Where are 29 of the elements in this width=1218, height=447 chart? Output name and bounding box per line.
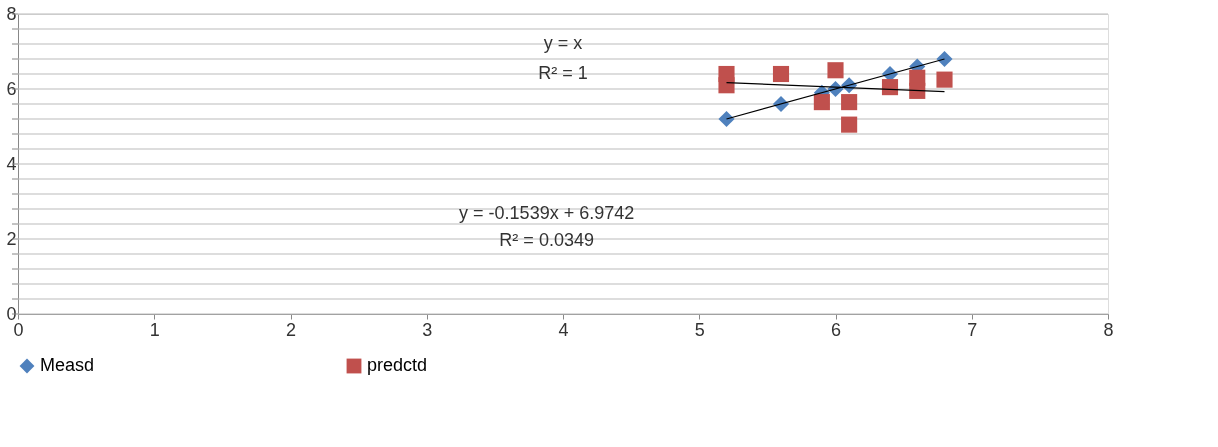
x-tick-label: 7 [967,319,978,340]
y-tick-label: 0 [6,303,17,324]
x-tick-label: 3 [422,319,433,340]
point [936,71,953,88]
point [936,50,953,68]
x-tick-label: 8 [1103,319,1114,340]
x-tick-label: 1 [149,319,160,340]
y-tick-label: 4 [6,153,17,174]
x-tick-label: 5 [694,319,705,340]
annotation: R² = 1 [538,63,588,83]
y-tick-label: 8 [6,3,17,24]
legend-label: predctd [367,355,428,375]
point [841,116,858,133]
y-tick-label: 6 [6,78,17,99]
annotation: y = -0.1539x + 6.9742 [459,202,635,223]
x-tick-label: 4 [558,319,569,340]
x-tick-label: 2 [285,319,297,340]
annotation: y = x [543,33,583,53]
point [909,82,926,99]
legend-label: Measd [40,355,95,375]
point [718,77,735,94]
point [772,65,790,83]
point [827,62,844,79]
point [813,94,830,111]
y-tick-label: 2 [6,228,17,249]
point [841,94,858,111]
annotation: R² = 0.0349 [499,229,594,250]
point [718,110,735,128]
x-tick-label: 6 [830,319,842,340]
